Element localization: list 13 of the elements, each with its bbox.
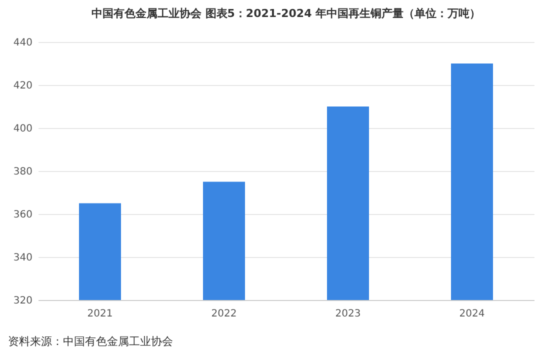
y-tick-label: 340: [13, 252, 32, 264]
x-tick-label: 2024: [459, 308, 485, 320]
text: 资料来源：中国有色金属工业协会: [8, 334, 173, 349]
x-tick-label: 2022: [211, 308, 237, 320]
y-tick-label: 400: [13, 124, 32, 134]
y-tick-label: 320: [13, 296, 32, 306]
y-tick-label: 440: [13, 38, 32, 48]
x-tick-label: 2023: [335, 308, 361, 320]
chart-title: 中国有色金属工业协会 图表5：2021-2024 年中国再生铜产量（单位：万吨）: [91, 7, 481, 20]
x-tick-label: 2021: [87, 308, 113, 320]
y-tick-label: 380: [13, 166, 32, 178]
y-tick-label: 360: [13, 210, 32, 220]
y-tick-label: 420: [13, 80, 32, 92]
